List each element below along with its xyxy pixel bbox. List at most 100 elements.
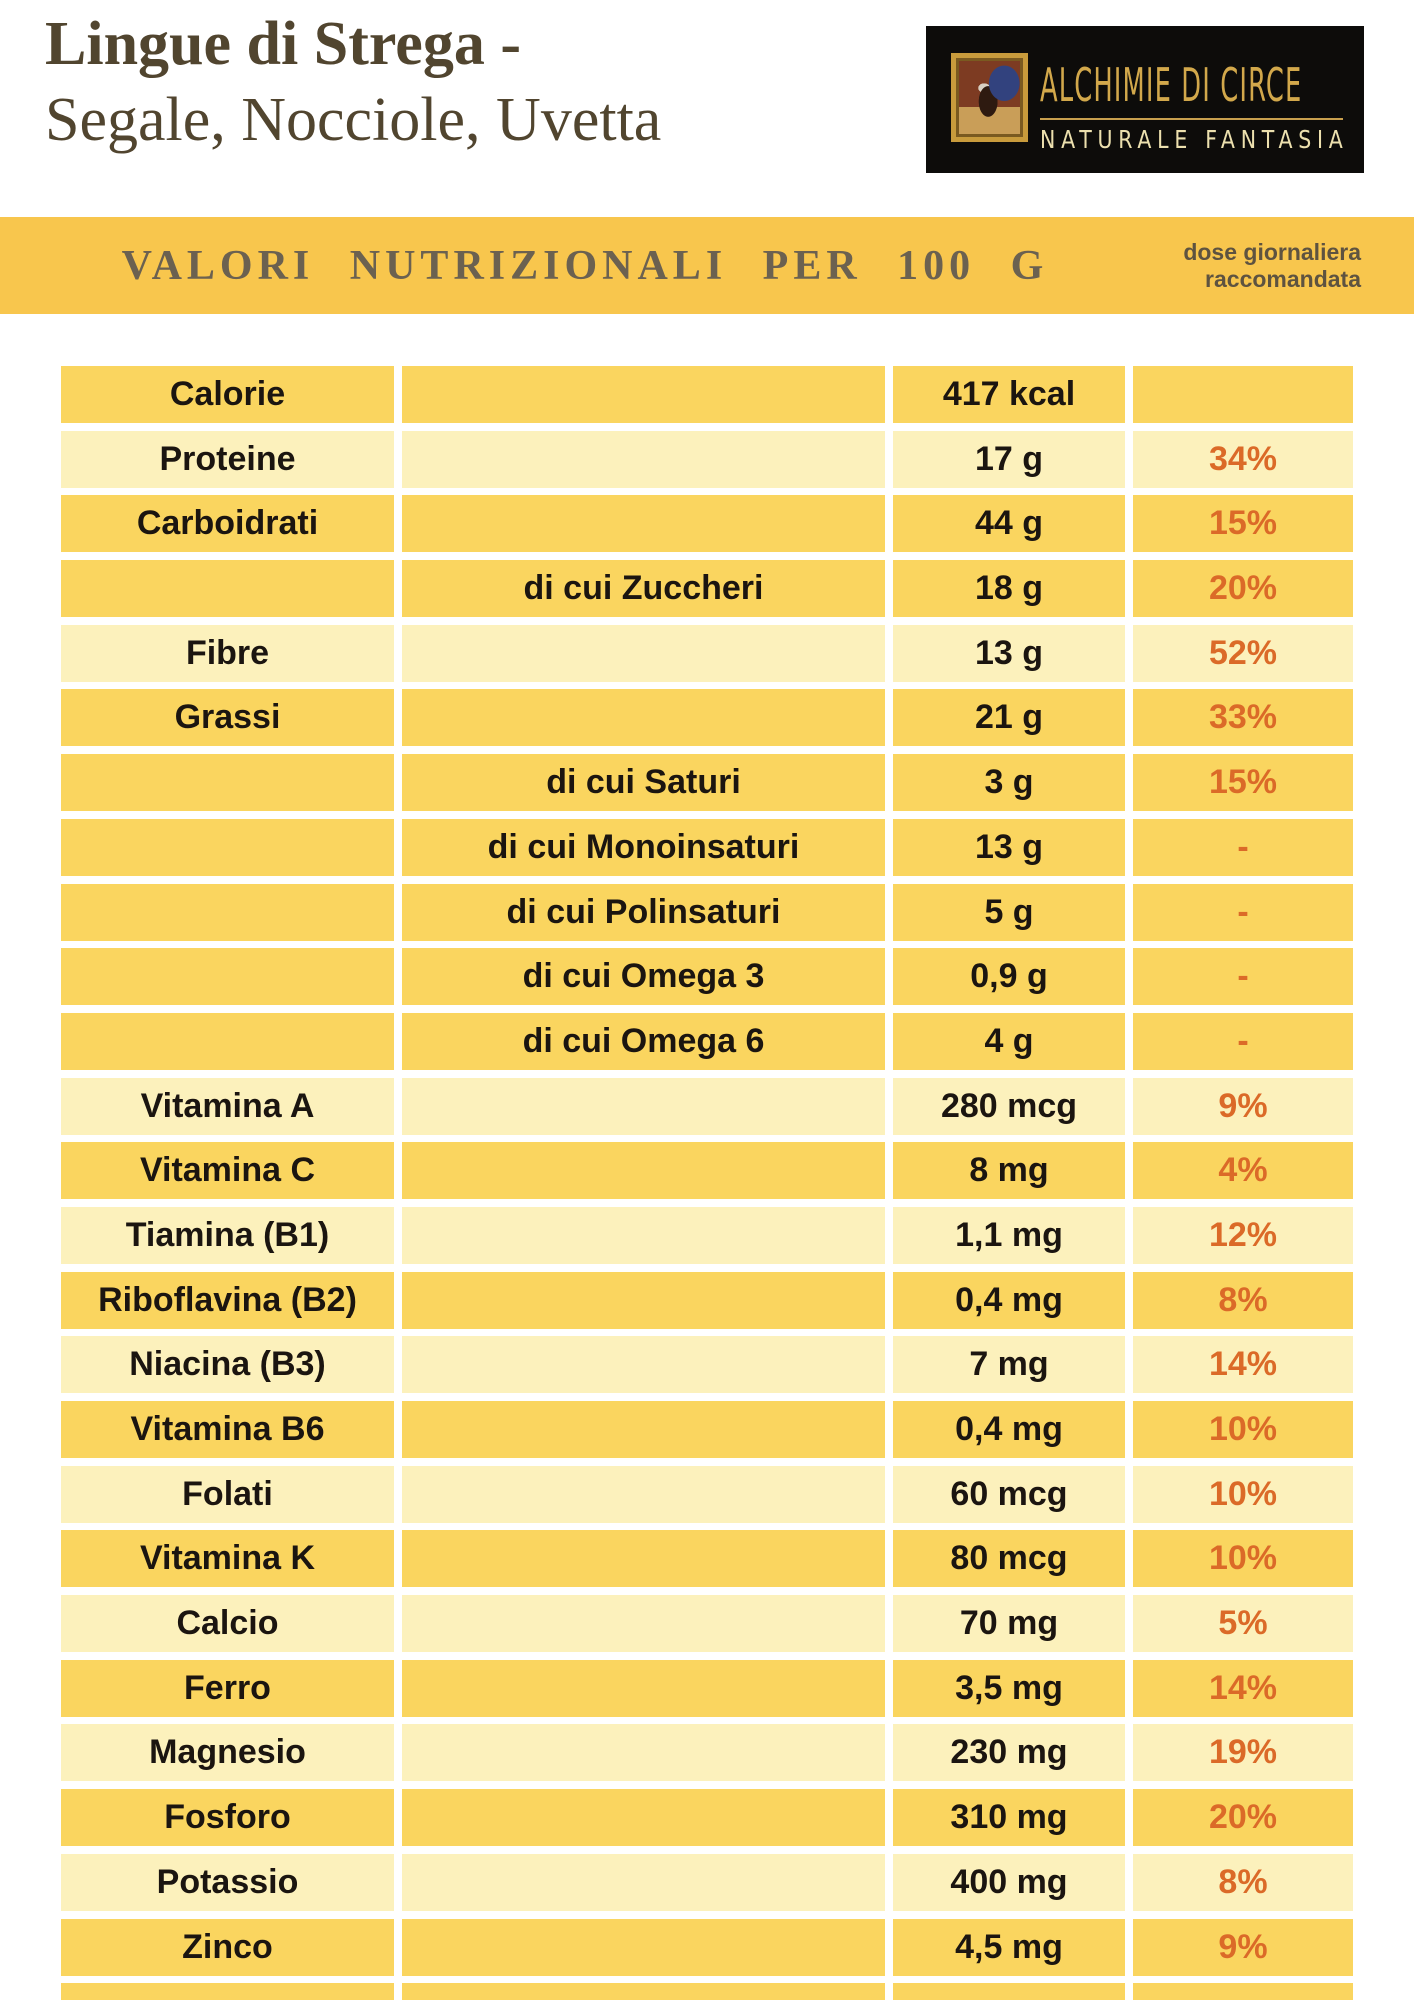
cell-rda-percent: - (1133, 1012, 1353, 1070)
cell-nutrient-name: Ferro (61, 1659, 394, 1717)
product-title: Lingue di Strega - (45, 10, 521, 78)
cell-nutrient-name: Tiamina (B1) (61, 1206, 394, 1264)
cell-rda-percent: 12% (1133, 1206, 1353, 1264)
cell-rda-percent: - (1133, 948, 1353, 1006)
cell-nutrient-name: Calcio (61, 1595, 394, 1653)
cell-value: 230 mg (893, 1724, 1125, 1782)
cell-value: 0,4 mg (893, 1271, 1125, 1329)
cell-rda-percent: 5% (1133, 1595, 1353, 1653)
cell-rda-percent: 15% (1133, 495, 1353, 553)
cell-sub-item: di cui Omega 6 (402, 1012, 885, 1070)
nutrition-banner: VALORI NUTRIZIONALI PER 100 G dose giorn… (0, 217, 1414, 314)
cell-value: 70 mg (893, 1595, 1125, 1653)
rda-note: dose giornaliera raccomandata (1183, 217, 1361, 314)
cell-sub-item (402, 1789, 885, 1847)
cell-sub-item (402, 1401, 885, 1458)
cell-nutrient-name: Carboidrati (61, 495, 394, 553)
cell-sub-item (402, 1077, 885, 1135)
cell-rda-percent: 10% (1133, 1465, 1353, 1523)
cell-value: 1,1 mg (893, 1206, 1125, 1264)
cell-sub-item: di cui Zuccheri (402, 560, 885, 618)
logo-divider (1040, 118, 1343, 120)
cell-sub-item (402, 430, 885, 488)
cell-sub-item (402, 1336, 885, 1394)
cell-nutrient-name: Fosforo (61, 1789, 394, 1847)
cell-sub-item (402, 495, 885, 553)
cell-value: 13 g (893, 624, 1125, 682)
cell-value: 417 kcal (893, 366, 1125, 423)
cell-nutrient-name: Vitamina K (61, 1530, 394, 1588)
cell-sub-item: di cui Saturi (402, 754, 885, 812)
cell-nutrient-name: Proteine (61, 430, 394, 488)
cell-rda-percent: 8% (1133, 1271, 1353, 1329)
logo-brand-name: ALCHIMIE DI CIRCE (1040, 58, 1303, 112)
cell-sub-item (402, 1853, 885, 1911)
cell-sub-item (402, 1206, 885, 1264)
cell-sub-item (402, 1530, 885, 1588)
cell-rda-percent: 9% (1133, 1077, 1353, 1135)
cell-sub-item (402, 624, 885, 682)
cell-value: 18 g (893, 560, 1125, 618)
cell-rda-percent: 19% (1133, 1724, 1353, 1782)
cell-sub-item: di cui Monoinsaturi (402, 818, 885, 876)
product-header: Lingue di Strega - Segale, Nocciole, Uve… (45, 6, 661, 158)
cell-rda-percent: 10% (1133, 1401, 1353, 1458)
cell-sub-item (402, 1918, 885, 1976)
cell-sub-item (402, 689, 885, 747)
cell-value: 13 g (893, 818, 1125, 876)
cell-nutrient-name: Vitamina A (61, 1077, 394, 1135)
cell-value: 21 g (893, 689, 1125, 747)
cell-nutrient-name (61, 883, 394, 941)
cell-value: 44 g (893, 495, 1125, 553)
cell-value: 5 g (893, 883, 1125, 941)
cell-value: 3,5 mg (893, 1659, 1125, 1717)
cell-value: 0,4 mg (893, 1401, 1125, 1458)
nutrition-table: Calorie 417 kcal Proteine 17 g 34% Carbo… (61, 366, 1353, 2000)
cell-rda-percent: 20% (1133, 1789, 1353, 1847)
cell-value: 7 mg (893, 1336, 1125, 1394)
logo-text-block: ALCHIMIE DI CIRCE NATURALE FANTASIA (1040, 26, 1350, 173)
cell-rda-percent: 14% (1133, 1659, 1353, 1717)
cell-sub-item (402, 1595, 885, 1653)
cell-sub-item (402, 366, 885, 423)
rda-note-line2: raccomandata (1205, 265, 1361, 292)
cell-sub-item (402, 1142, 885, 1200)
cell-nutrient-name: Zinco (61, 1918, 394, 1976)
cell-sub-item (402, 1465, 885, 1523)
cell-value: 4,5 mg (893, 1918, 1125, 1976)
cell-nutrient-name (61, 948, 394, 1006)
cell-nutrient-name (61, 1012, 394, 1070)
cell-value: 4 g (893, 1012, 1125, 1070)
cell-value: 400 mg (893, 1853, 1125, 1911)
cell-sub-item: di cui Omega 3 (402, 948, 885, 1006)
cell-sub-item (402, 1983, 885, 2000)
cell-nutrient-name: Folati (61, 1465, 394, 1523)
cell-nutrient-name: Potassio (61, 1853, 394, 1911)
cell-nutrient-name: Fibre (61, 624, 394, 682)
cell-rda-percent: - (1133, 883, 1353, 941)
cell-sub-item (402, 1659, 885, 1717)
cell-rda-percent: 14% (1133, 1336, 1353, 1394)
cell-rda-percent: 4% (1133, 1142, 1353, 1200)
cell-nutrient-name: Vitamina C (61, 1142, 394, 1200)
cell-rda-percent: 52% (1133, 624, 1353, 682)
cell-nutrient-name: Magnesio (61, 1724, 394, 1782)
cell-nutrient-name: Grassi (61, 689, 394, 747)
cell-value: 310 mg (893, 1789, 1125, 1847)
cell-nutrient-name: Vitamina B6 (61, 1401, 394, 1458)
cell-sub-item: di cui Polinsaturi (402, 883, 885, 941)
product-subtitle: Segale, Nocciole, Uvetta (45, 86, 662, 154)
cell-rda-percent: 9% (1133, 1918, 1353, 1976)
cell-value: 8 mg (893, 1142, 1125, 1200)
cell-nutrient-name (61, 754, 394, 812)
cell-rda-percent: 34% (1133, 430, 1353, 488)
cell-nutrient-name (61, 1983, 394, 2000)
cell-nutrient-name: Niacina (B3) (61, 1336, 394, 1394)
cell-rda-percent: 33% (1133, 689, 1353, 747)
logo-tagline: NATURALE FANTASIA (1040, 125, 1349, 154)
cell-nutrient-name: Calorie (61, 366, 394, 423)
cell-nutrient-name (61, 818, 394, 876)
rda-note-line1: dose giornaliera (1183, 238, 1361, 265)
banner-title: VALORI NUTRIZIONALI PER 100 G (121, 242, 1049, 289)
